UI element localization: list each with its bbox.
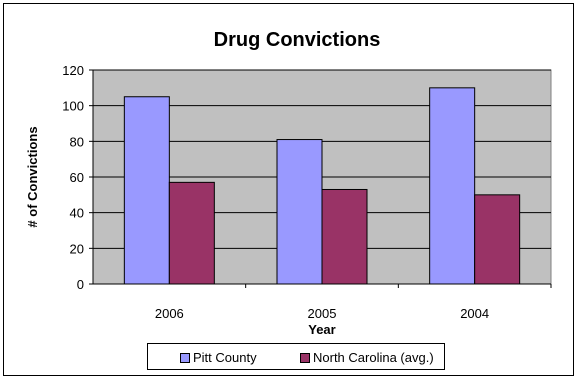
- legend-item-north-carolina: North Carolina (avg.): [300, 350, 434, 365]
- y-tick-label: 80: [70, 134, 84, 149]
- x-tick-label: 2004: [460, 306, 489, 321]
- bar-pitt-county-2004: [429, 87, 476, 285]
- chart-title: Drug Convictions: [214, 29, 381, 51]
- legend-swatch-north-carolina: [300, 352, 310, 363]
- y-tick-label: 60: [70, 170, 84, 185]
- bar-pitt-county-2005: [276, 139, 323, 285]
- legend-label-north-carolina: North Carolina (avg.): [313, 350, 434, 365]
- y-tick-labels: 0 20 40 60 80 100 120: [62, 63, 84, 292]
- axes: [89, 69, 552, 288]
- x-tick-label: 2005: [308, 306, 337, 321]
- y-tick-label: 40: [70, 206, 84, 221]
- legend-label-pitt-county: Pitt County: [193, 350, 257, 365]
- x-axis-title: Year: [308, 322, 335, 337]
- y-tick-label: 100: [62, 99, 84, 114]
- bar-north-carolina-2005: [321, 188, 368, 285]
- y-tick-label: 120: [62, 63, 84, 78]
- x-tick-label: 2006: [155, 306, 184, 321]
- chart-frame: Drug Convictions 0 20 40 60 80 100 120 2006 200…: [3, 3, 574, 376]
- y-axis-title: # of Convictions: [25, 126, 40, 227]
- bars: [123, 87, 521, 285]
- bar-north-carolina-2006: [168, 181, 215, 285]
- bar-pitt-county-2006: [123, 96, 170, 285]
- y-tick-label: 0: [77, 277, 84, 292]
- y-tick-label: 20: [70, 241, 84, 256]
- x-tick-labels: 2006 2005 2004: [155, 306, 489, 321]
- bar-north-carolina-2004: [474, 194, 521, 285]
- legend-swatch-pitt-county: [180, 352, 190, 363]
- legend-item-pitt-county: Pitt County: [180, 350, 257, 365]
- legend: Pitt County North Carolina (avg.): [147, 343, 445, 370]
